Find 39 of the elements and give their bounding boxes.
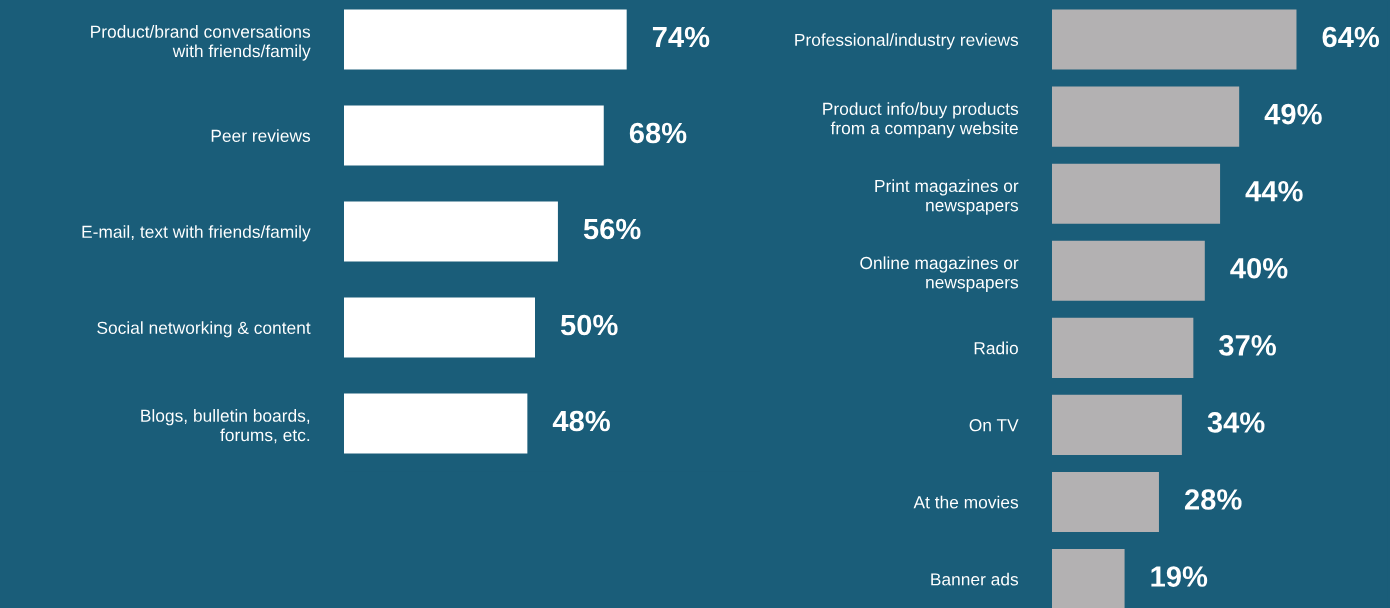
- y-tick-label: On TV: [969, 419, 1019, 432]
- y-tick-label: Product/brand conversations with friends/family: [91, 25, 311, 61]
- data-label: 64%: [1322, 26, 1380, 48]
- data-label: 19%: [1151, 566, 1208, 587]
- y-tick-label: E-mail, text with friends/family: [82, 225, 311, 242]
- bar: [344, 297, 535, 358]
- data-label: 44%: [1245, 180, 1303, 202]
- bar: [1052, 317, 1194, 378]
- bar: [1052, 394, 1182, 455]
- data-label: 48%: [552, 410, 610, 432]
- y-tick-label: Radio: [974, 341, 1018, 355]
- data-label: 34%: [1207, 412, 1265, 433]
- data-label: 28%: [1184, 489, 1242, 510]
- bar: [1052, 86, 1240, 147]
- y-tick-label: Professional/industry reviews: [795, 33, 1019, 50]
- data-label: 40%: [1230, 257, 1288, 279]
- data-label: 49%: [1264, 103, 1322, 125]
- bar: [1052, 549, 1125, 608]
- y-tick-label: Blogs, bulletin boards, forums, etc.: [141, 409, 310, 444]
- y-tick-label: Online magazines or newspapers: [860, 256, 1019, 292]
- y-tick-label: Print magazines or newspapers: [875, 179, 1019, 215]
- bar: [1052, 9, 1297, 70]
- bar: [1052, 471, 1159, 533]
- data-label: 74%: [652, 26, 710, 48]
- data-label: 56%: [583, 218, 641, 240]
- data-label: 37%: [1219, 335, 1276, 356]
- y-tick-label: Product info/buy products from a company website: [823, 102, 1019, 138]
- bar: [1052, 163, 1221, 224]
- data-label: 50%: [560, 314, 618, 336]
- bar: [1052, 240, 1205, 301]
- bar: [344, 105, 604, 166]
- y-tick-label: At the movies: [913, 495, 1019, 509]
- bar: [344, 201, 558, 262]
- y-tick-label: Peer reviews: [211, 129, 311, 142]
- bar: [344, 9, 627, 70]
- y-tick-label: Banner ads: [931, 572, 1019, 586]
- bar: [344, 393, 528, 454]
- y-tick-label: Social networking & content: [97, 321, 311, 338]
- data-label: 68%: [629, 122, 687, 144]
